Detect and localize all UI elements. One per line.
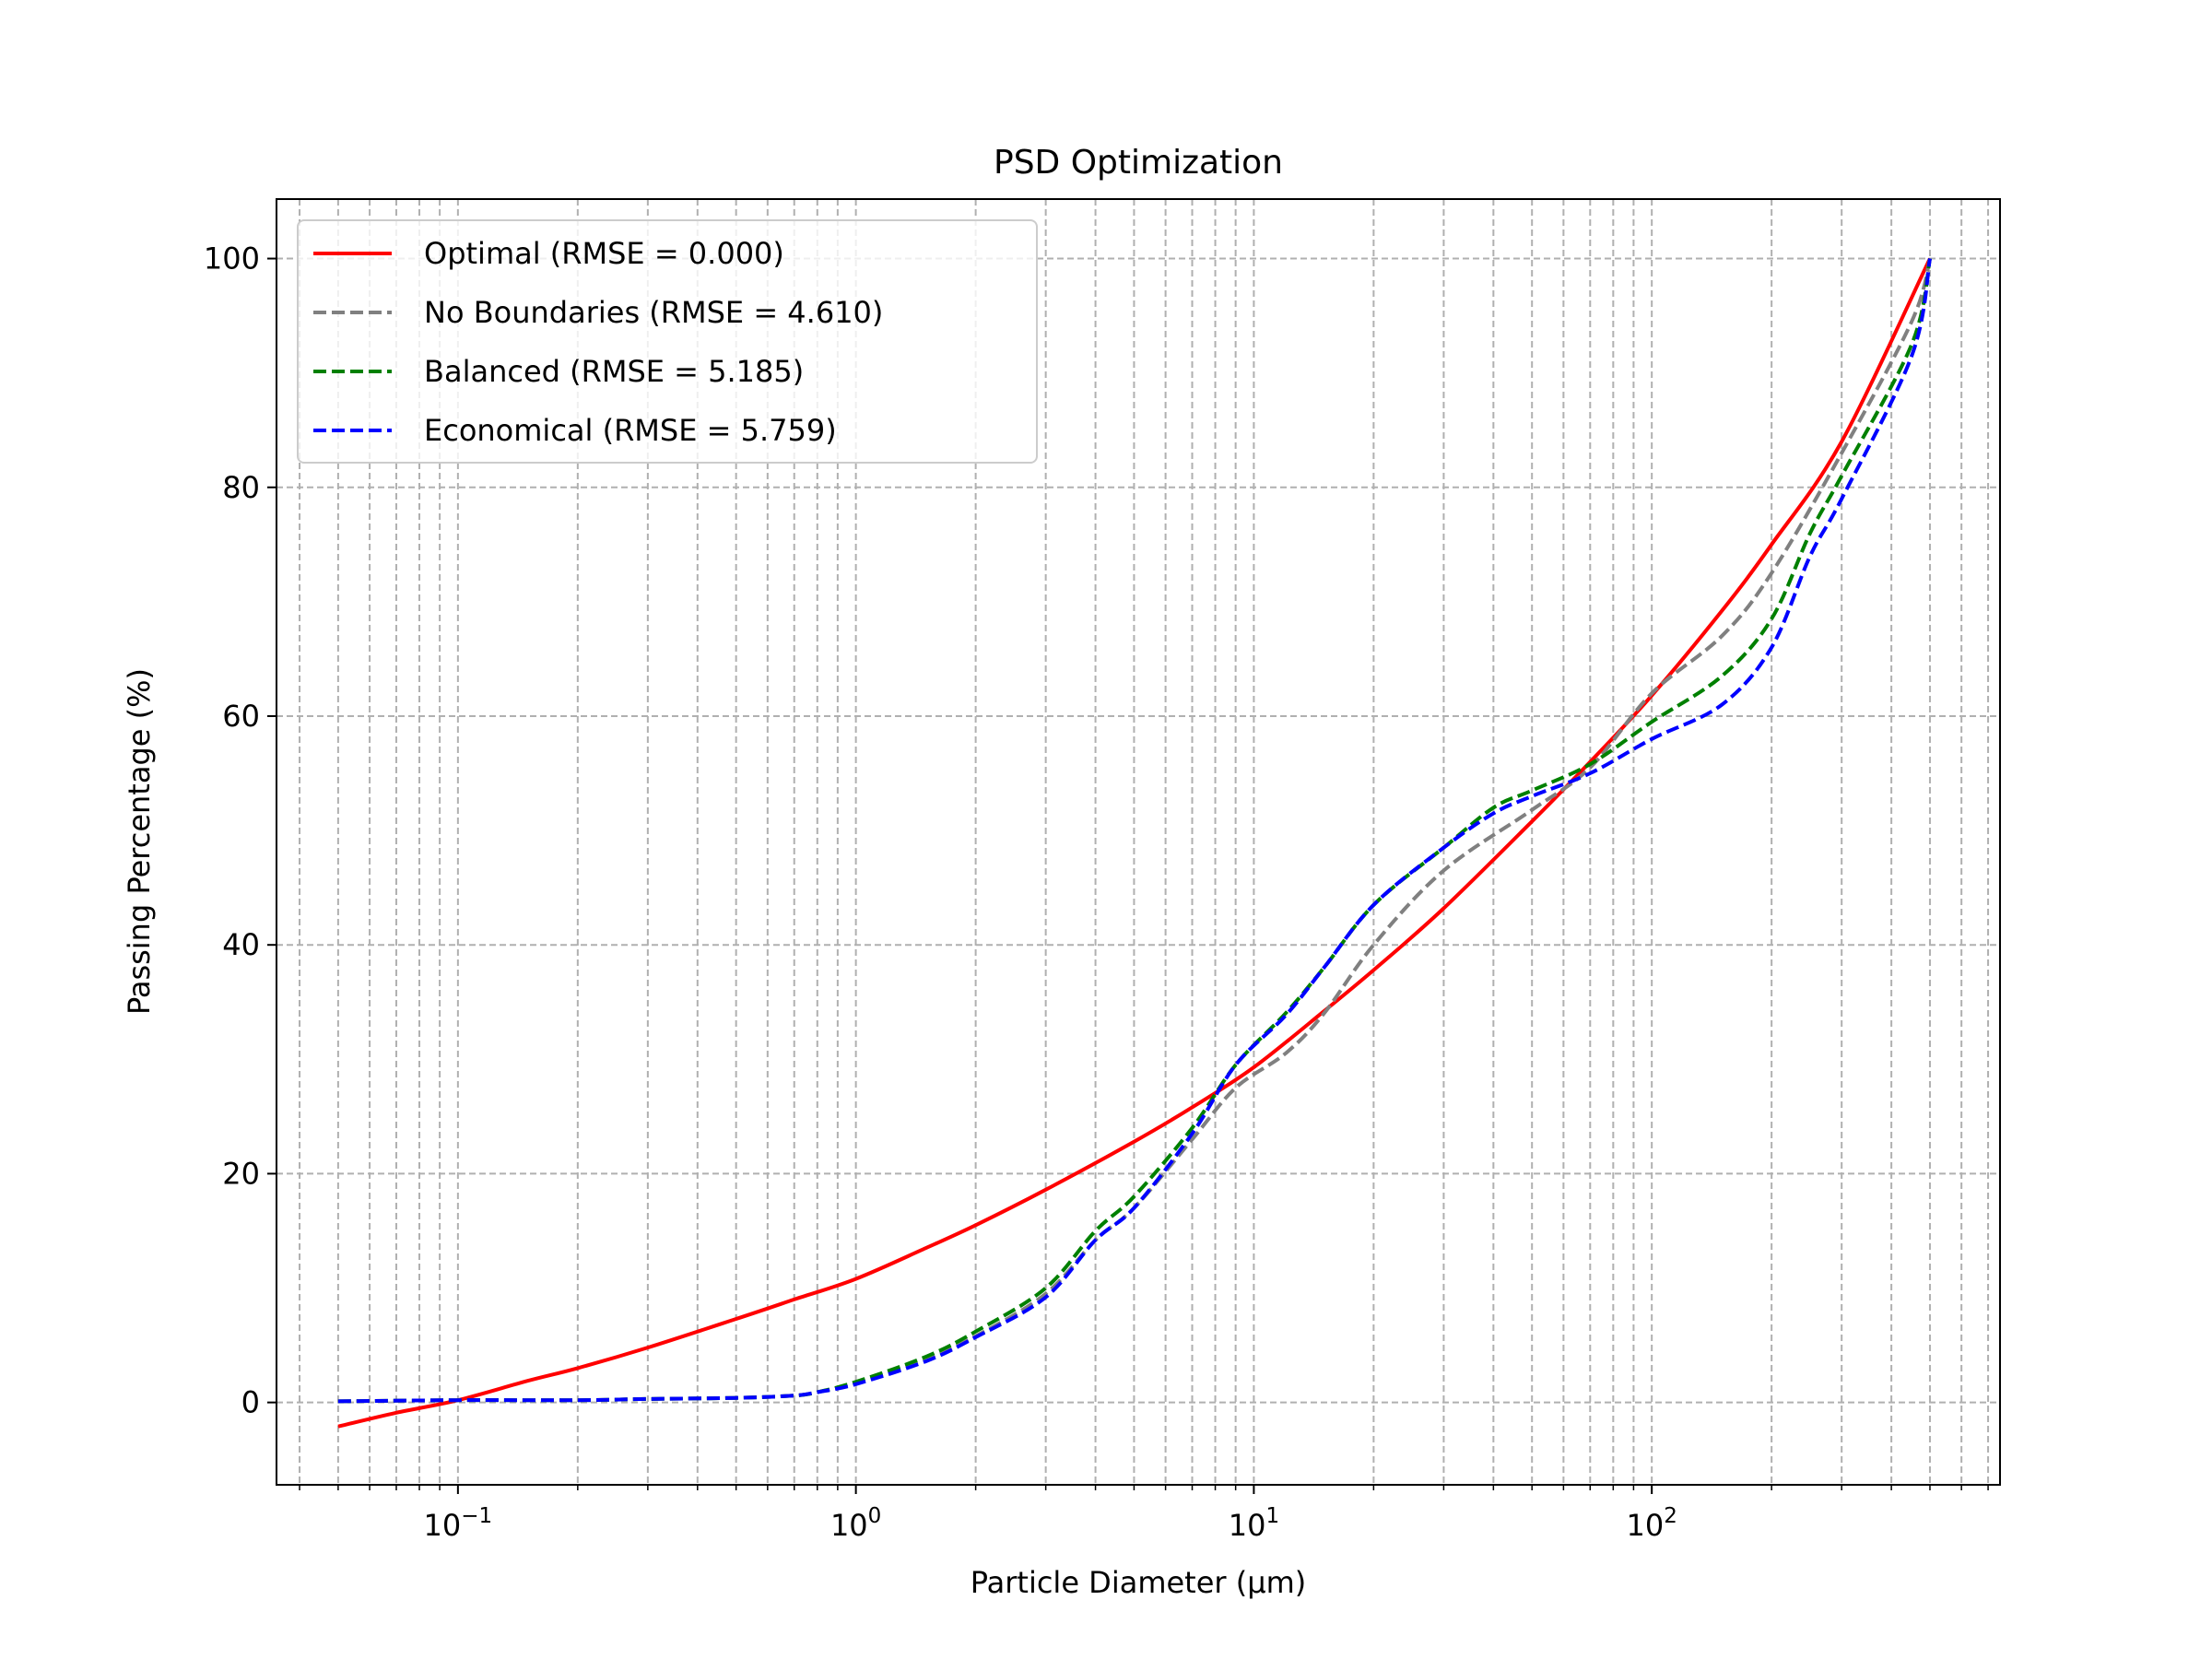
x-tick-label: 101 — [1229, 1504, 1279, 1543]
y-tick-label: 80 — [222, 470, 260, 505]
chart-title: PSD Optimization — [994, 144, 1283, 182]
y-axis-ticks: 0 20 40 60 80 100 — [204, 241, 276, 1420]
series-line-economical — [337, 258, 1932, 1404]
legend-label-balanced: Balanced (RMSE = 5.185) — [424, 354, 804, 389]
series-line-optimal — [337, 257, 1932, 1429]
y-axis-label: Passing Percentage (%) — [122, 668, 157, 1015]
legend: Optimal (RMSE = 0.000) No Boundaries (RMS… — [297, 219, 1038, 464]
x-axis-ticks: 10−1 100 101 102 — [299, 1485, 1989, 1543]
y-tick-label: 40 — [222, 927, 260, 962]
series-lines — [337, 257, 1932, 1429]
legend-label-economical: Economical (RMSE = 5.759) — [424, 413, 837, 448]
legend-label-optimal: Optimal (RMSE = 0.000) — [424, 236, 784, 271]
y-tick-label: 20 — [222, 1156, 260, 1191]
x-axis-label: Particle Diameter (μm) — [971, 1565, 1306, 1600]
legend-box — [297, 219, 1038, 464]
y-tick-label: 60 — [222, 699, 260, 734]
x-tick-label: 100 — [830, 1504, 881, 1543]
x-tick-label: 102 — [1626, 1504, 1677, 1543]
legend-label-no-boundaries: No Boundaries (RMSE = 4.610) — [424, 295, 883, 330]
plot-frame — [276, 198, 2001, 1486]
x-tick-label: 10−1 — [424, 1504, 493, 1543]
y-tick-label: 100 — [204, 241, 260, 276]
y-tick-label: 0 — [241, 1385, 260, 1420]
